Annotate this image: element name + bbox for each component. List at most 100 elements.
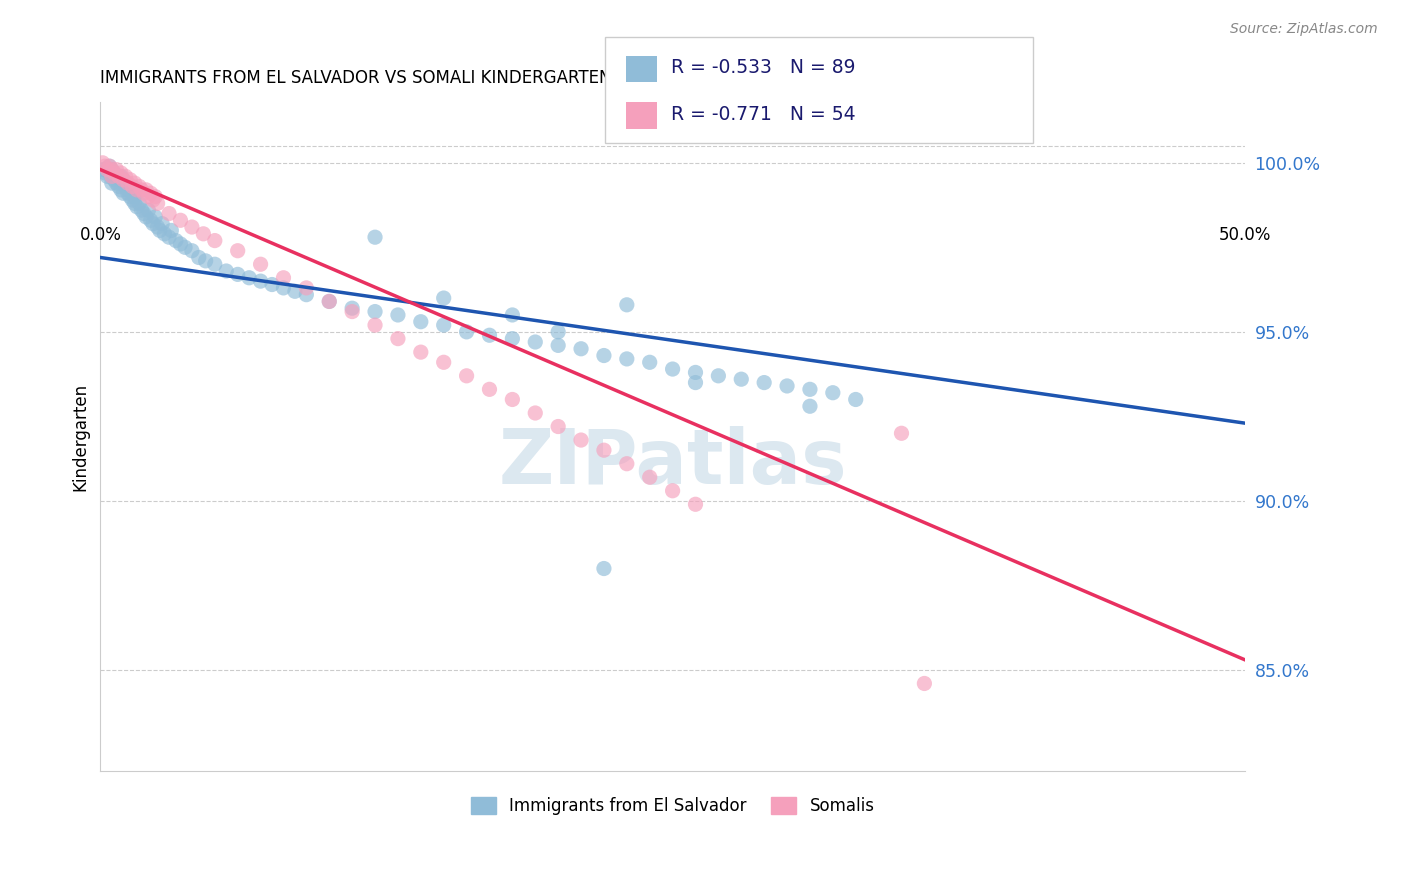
Point	[105, 162, 128, 177]
Point	[105, 169, 128, 184]
Point	[124, 196, 146, 211]
Point	[174, 240, 197, 254]
Point	[295, 287, 318, 301]
Point	[103, 166, 125, 180]
Point	[149, 223, 172, 237]
Text: R = -0.771   N = 54: R = -0.771 N = 54	[671, 104, 855, 124]
Point	[110, 183, 132, 197]
Point	[547, 338, 569, 352]
Point	[107, 172, 129, 186]
Point	[569, 342, 592, 356]
Text: ZIPatlas: ZIPatlas	[498, 426, 846, 500]
Point	[121, 179, 143, 194]
Point	[114, 176, 136, 190]
Point	[638, 355, 661, 369]
Point	[120, 172, 142, 186]
Point	[364, 304, 387, 318]
Point	[103, 172, 125, 186]
Point	[593, 561, 616, 575]
Point	[387, 332, 409, 346]
Text: IMMIGRANTS FROM EL SALVADOR VS SOMALI KINDERGARTEN CORRELATION CHART: IMMIGRANTS FROM EL SALVADOR VS SOMALI KI…	[100, 69, 797, 87]
Point	[180, 220, 202, 235]
Point	[169, 213, 191, 227]
Point	[139, 213, 162, 227]
Point	[94, 166, 117, 180]
Point	[845, 392, 868, 407]
Point	[226, 268, 249, 282]
Point	[114, 169, 136, 184]
Point	[121, 193, 143, 207]
Point	[215, 264, 238, 278]
Point	[593, 349, 616, 363]
Point	[616, 298, 638, 312]
Point	[96, 162, 118, 177]
Point	[125, 183, 148, 197]
Point	[273, 270, 295, 285]
Point	[456, 325, 478, 339]
Point	[821, 385, 844, 400]
Point	[547, 325, 569, 339]
Point	[193, 227, 215, 241]
Point	[433, 355, 456, 369]
Point	[169, 236, 191, 251]
Point	[135, 183, 157, 197]
Point	[98, 159, 121, 173]
Point	[91, 156, 114, 170]
Point	[96, 169, 118, 184]
Point	[501, 308, 523, 322]
Point	[890, 426, 912, 441]
Point	[128, 179, 150, 194]
Point	[685, 366, 707, 380]
Point	[101, 162, 124, 177]
Point	[101, 176, 124, 190]
Point	[139, 186, 162, 201]
Point	[98, 159, 121, 173]
Point	[284, 285, 307, 299]
Point	[685, 376, 707, 390]
Point	[131, 183, 153, 197]
Point	[101, 169, 124, 184]
Point	[433, 318, 456, 332]
Point	[131, 203, 153, 218]
Point	[146, 196, 169, 211]
Point	[105, 176, 128, 190]
Point	[91, 162, 114, 177]
Text: R = -0.533   N = 89: R = -0.533 N = 89	[671, 59, 855, 78]
Point	[364, 230, 387, 244]
Point	[387, 308, 409, 322]
Point	[799, 399, 821, 413]
Text: 50.0%: 50.0%	[1219, 227, 1271, 244]
Point	[117, 183, 139, 197]
Point	[776, 379, 799, 393]
Point	[117, 186, 139, 201]
Point	[249, 257, 271, 271]
Point	[524, 334, 547, 349]
Point	[138, 189, 160, 203]
Point	[107, 179, 129, 194]
Point	[204, 234, 226, 248]
Point	[501, 332, 523, 346]
Point	[501, 392, 523, 407]
Point	[318, 294, 340, 309]
Point	[409, 315, 432, 329]
Point	[124, 176, 146, 190]
Point	[616, 457, 638, 471]
Point	[478, 328, 501, 343]
Point	[456, 368, 478, 383]
Legend: Immigrants from El Salvador, Somalis: Immigrants from El Salvador, Somalis	[464, 790, 882, 822]
Point	[524, 406, 547, 420]
Point	[478, 382, 501, 396]
Point	[661, 362, 683, 376]
Point	[114, 179, 136, 194]
Point	[143, 210, 166, 224]
Point	[120, 189, 142, 203]
Y-axis label: Kindergarten: Kindergarten	[72, 383, 89, 491]
Point	[226, 244, 249, 258]
Point	[150, 217, 173, 231]
Point	[165, 234, 187, 248]
Point	[204, 257, 226, 271]
Point	[593, 443, 616, 458]
Point	[707, 368, 730, 383]
Point	[101, 162, 124, 177]
Point	[754, 376, 776, 390]
